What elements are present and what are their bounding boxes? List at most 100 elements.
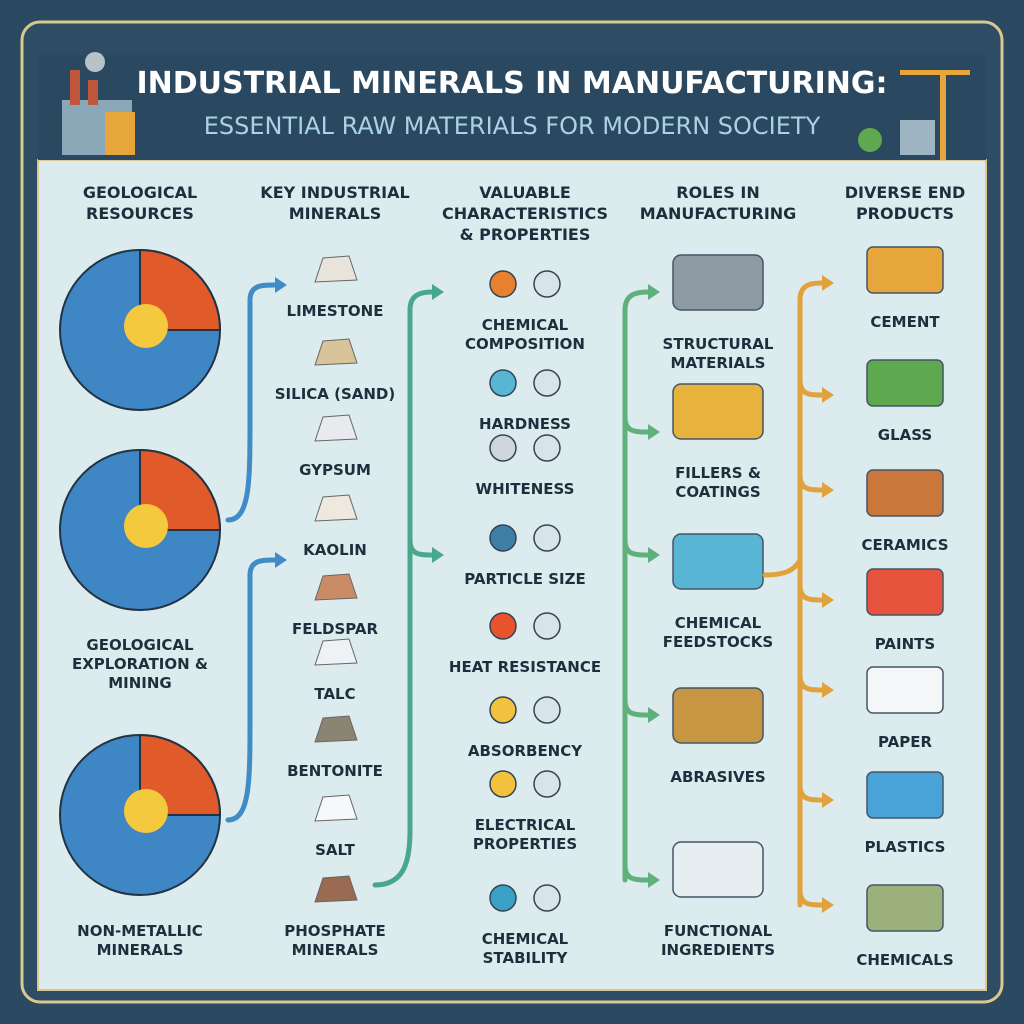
role-icon <box>672 841 764 898</box>
property-icon <box>489 612 517 640</box>
flow-arrow <box>622 862 651 883</box>
flow-arrow <box>797 280 825 908</box>
item-label: SALT <box>315 841 355 859</box>
factory-icon <box>62 52 135 155</box>
item-label: PHOSPHATE MINERALS <box>284 922 386 959</box>
item-label: CHEMICAL FEEDSTOCKS <box>662 614 774 651</box>
property-icon <box>533 884 561 912</box>
arrow-head <box>822 682 834 698</box>
column-heading: ROLES IN MANUFACTURING <box>639 183 797 223</box>
item-label: CHEMICAL COMPOSITION <box>465 316 585 353</box>
arrow-head <box>822 275 834 291</box>
item-label: KAOLIN <box>303 541 367 559</box>
flow-arrow <box>797 887 825 908</box>
flow-arrow <box>407 537 435 558</box>
subtitle: ESSENTIAL RAW MATERIALS FOR MODERN SOCIE… <box>203 112 821 140</box>
item-label: BENTONITE <box>287 762 383 780</box>
mineral-icon <box>314 794 358 822</box>
mineral-icon <box>314 338 358 366</box>
mineral-icon <box>314 715 358 743</box>
item-label: GLASS <box>877 426 933 444</box>
product-icon <box>866 771 944 819</box>
property-icon <box>533 270 561 298</box>
product-icon <box>866 568 944 616</box>
product-icon <box>866 246 944 294</box>
item-label: ELECTRICAL PROPERTIES <box>472 816 578 853</box>
property-icon <box>489 270 517 298</box>
item-label: CEMENT <box>870 313 940 331</box>
property-icon <box>489 770 517 798</box>
product-icon <box>866 884 944 932</box>
flow-arrow <box>797 377 825 398</box>
arrow-head <box>432 284 444 300</box>
product-icon <box>866 469 944 517</box>
mineral-icon <box>314 638 358 666</box>
item-label: FUNCTIONAL INGREDIENTS <box>660 922 776 959</box>
item-label: NON-METALLIC MINERALS <box>77 922 203 959</box>
mineral-icon <box>314 573 358 601</box>
flow-arrow <box>797 782 825 803</box>
item-label: STRUCTURAL MATERIALS <box>662 335 774 372</box>
column-heading: DIVERSE END PRODUCTS <box>844 183 966 223</box>
item-label: GYPSUM <box>299 461 371 479</box>
flow-arrow <box>622 414 651 435</box>
item-label: CHEMICALS <box>856 951 954 969</box>
arrow-head <box>648 284 660 300</box>
property-icon <box>533 612 561 640</box>
arrow-head <box>648 547 660 563</box>
item-label: FILLERS & COATINGS <box>675 464 761 501</box>
property-icon <box>533 696 561 724</box>
item-label: PAINTS <box>874 635 936 653</box>
arrow-head <box>275 277 287 293</box>
arrow-head <box>648 707 660 723</box>
globe-core <box>124 304 168 348</box>
arrow-head <box>275 552 287 568</box>
item-label: HEAT RESISTANCE <box>448 658 602 676</box>
flow-arrow <box>622 537 651 558</box>
mineral-icon <box>314 875 358 903</box>
property-icon <box>533 434 561 462</box>
property-icon <box>489 884 517 912</box>
globe-core <box>124 504 168 548</box>
arrow-head <box>822 897 834 913</box>
crane-icon <box>858 70 970 160</box>
property-icon <box>533 524 561 552</box>
role-icon <box>672 254 764 311</box>
mineral-icon <box>314 255 358 283</box>
item-label: PAPER <box>877 733 933 751</box>
mineral-icon <box>314 414 358 442</box>
role-icon <box>672 533 764 590</box>
item-label: PLASTICS <box>864 838 946 856</box>
arrow-head <box>822 592 834 608</box>
item-label: GEOLOGICAL EXPLORATION & MINING <box>72 636 208 692</box>
role-icon <box>672 383 764 440</box>
flow-arrow <box>225 282 278 523</box>
header-band <box>38 55 986 160</box>
flow-arrow <box>797 472 825 493</box>
item-label: CERAMICS <box>861 536 949 554</box>
flow-arrow <box>372 289 435 888</box>
arrow-head <box>648 424 660 440</box>
mineral-icon <box>314 494 358 522</box>
property-icon <box>533 369 561 397</box>
item-label: WHITENESS <box>475 480 575 498</box>
arrow-head <box>822 387 834 403</box>
item-label: ABRASIVES <box>670 768 766 786</box>
arrow-head <box>648 872 660 888</box>
product-icon <box>866 666 944 714</box>
flow-arrow <box>797 582 825 603</box>
item-label: LIMESTONE <box>286 302 384 320</box>
property-icon <box>489 524 517 552</box>
column-heading: VALUABLE CHARACTERISTICS & PROPERTIES <box>441 183 609 244</box>
arrow-head <box>822 792 834 808</box>
property-icon <box>489 369 517 397</box>
item-label: SILICA (SAND) <box>274 385 396 403</box>
column-heading: GEOLOGICAL RESOURCES <box>82 183 198 223</box>
item-label: ABSORBENCY <box>467 742 583 760</box>
property-icon <box>489 434 517 462</box>
property-icon <box>533 770 561 798</box>
item-label: HARDNESS <box>479 415 571 433</box>
item-label: TALC <box>314 685 356 703</box>
flow-arrow <box>762 557 803 578</box>
